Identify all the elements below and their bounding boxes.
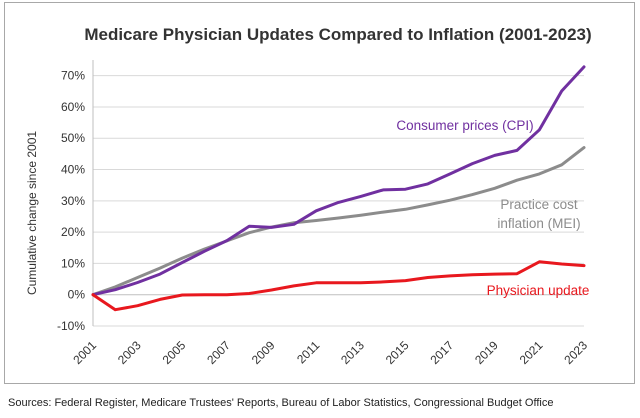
series-labels: Consumer prices (CPI) Practice cost inflat…: [396, 118, 589, 298]
x-tick-labels: 2001 2003 2005 2007 2009 2011 2013 2015 2017 2019…: [70, 338, 590, 367]
x-tick-label: 2001: [70, 338, 99, 367]
y-tick-label: 40%: [61, 163, 85, 177]
x-tick-label: 2015: [383, 338, 412, 367]
series-label-practice-cost-inflation-mei: inflation (MEI): [497, 216, 580, 231]
series-label-consumer-prices-cpi: Consumer prices (CPI): [396, 118, 533, 133]
series-label-practice-cost-inflation-mei: Practice cost: [500, 197, 578, 212]
y-axis-label: Cumulative change since 2001: [25, 131, 39, 295]
y-tick-label: 0%: [68, 288, 86, 302]
x-tick-label: 2013: [338, 338, 367, 367]
series-line-consumer-prices-cpi: [91, 65, 586, 297]
y-tick-label: 20%: [61, 225, 85, 239]
x-tick-label: 2011: [294, 338, 322, 366]
series-line-physician-update: [91, 260, 586, 312]
x-tick-label: 2005: [160, 338, 189, 367]
series-line-practice-cost-inflation-mei: [91, 146, 586, 297]
y-tick-label: 50%: [61, 131, 85, 145]
y-tick-label: 10%: [61, 256, 85, 270]
x-tick-label: 2009: [249, 338, 278, 367]
x-tick-label: 2023: [561, 338, 590, 367]
source-note: Sources: Federal Register, Medicare Trus…: [8, 397, 554, 409]
chart-frame: [4, 2, 635, 384]
axes: [92, 60, 584, 326]
gridlines: [93, 75, 584, 327]
series-lines: [91, 65, 586, 312]
series-label-physician-update: Physician update: [487, 283, 590, 298]
x-tick-label: 2017: [427, 338, 456, 367]
y-tick-label: 70%: [61, 69, 85, 83]
x-tick-label: 2003: [115, 338, 144, 367]
y-tick-label: 30%: [61, 194, 85, 208]
x-tick-label: 2007: [204, 338, 233, 367]
x-tick-label: 2021: [517, 338, 546, 367]
x-tick-label: 2019: [472, 338, 501, 367]
y-tick-label: -10%: [57, 319, 85, 333]
y-tick-label: 60%: [61, 100, 85, 114]
y-tick-labels: -10% 0% 10% 20% 30% 40% 50% 60% 70%: [57, 69, 85, 333]
chart-title: Medicare Physician Updates Compared to I…: [84, 25, 591, 44]
